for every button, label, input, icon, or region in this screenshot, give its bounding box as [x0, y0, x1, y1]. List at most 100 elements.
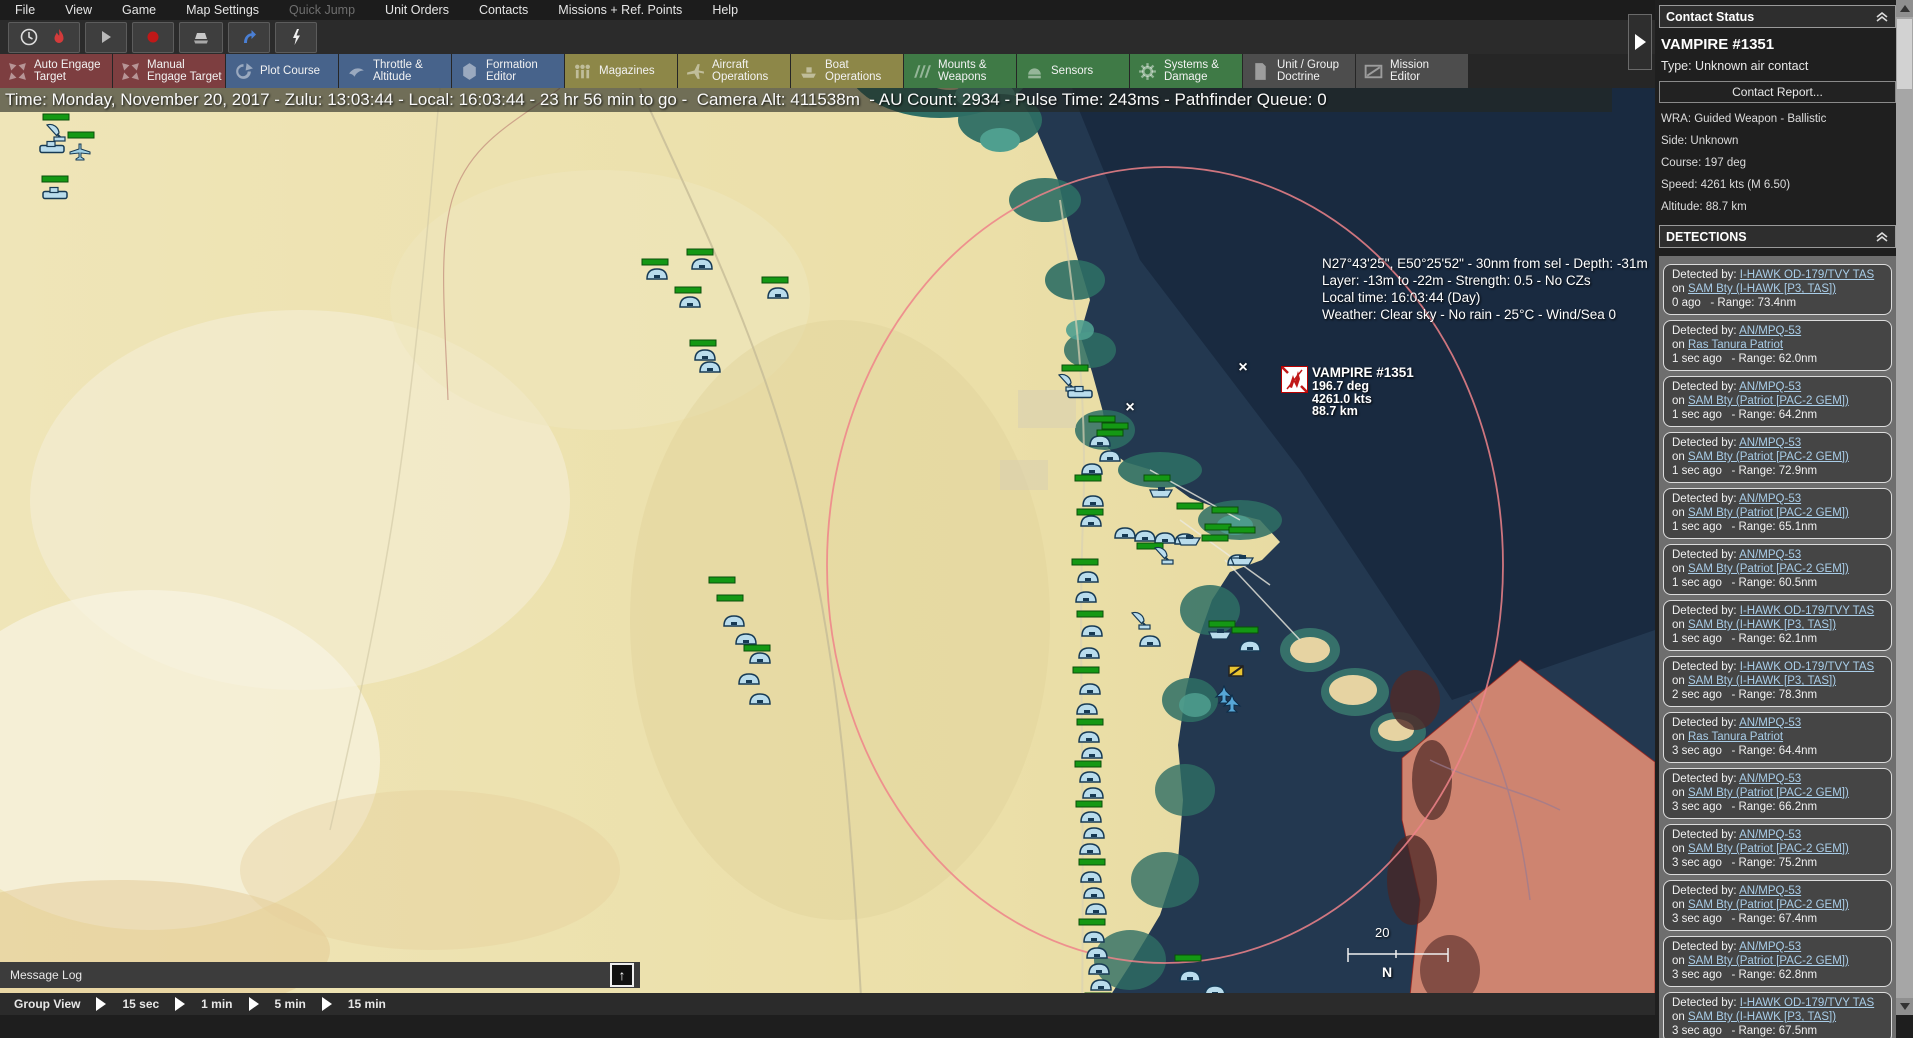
detection-card[interactable]: Detected by: I-HAWK OD-179/TVY TAS on SAM…: [1663, 600, 1892, 651]
facility-icon[interactable]: [1088, 961, 1110, 975]
time-control-5-min[interactable]: 5 min: [274, 997, 306, 1011]
unit-strength-bar[interactable]: [1088, 415, 1116, 423]
ribbon-button-sensors[interactable]: Sensors: [1017, 54, 1129, 88]
unit-strength-bar[interactable]: [41, 175, 69, 183]
facility-icon[interactable]: [767, 285, 789, 299]
ribbon-button-throttle-altitude[interactable]: Throttle & Altitude: [339, 54, 451, 88]
boat-icon[interactable]: [1208, 628, 1233, 640]
detection-card[interactable]: Detected by: AN/MPQ-53 on SAM Bty (Patrio…: [1663, 432, 1892, 483]
ribbon-button-mounts-weapons[interactable]: Mounts & Weapons: [904, 54, 1016, 88]
unit-strength-bar[interactable]: [1076, 508, 1104, 516]
facility-icon[interactable]: [1179, 968, 1201, 982]
ribbon-button-mission-editor[interactable]: Mission Editor: [1356, 54, 1468, 88]
unit-strength-bar[interactable]: [1208, 620, 1236, 628]
boat-icon[interactable]: [1149, 486, 1174, 498]
detector-link[interactable]: AN/MPQ-53: [1739, 493, 1802, 505]
unit-strength-bar[interactable]: [1231, 626, 1259, 634]
message-log-bar[interactable]: Message Log ↑: [0, 962, 640, 988]
unit-strength-bar[interactable]: [743, 644, 771, 652]
facility-icon[interactable]: [1078, 729, 1100, 743]
facility-icon[interactable]: [1139, 633, 1161, 647]
detecting-unit-link[interactable]: Ras Tanura Patriot: [1688, 339, 1784, 351]
facility-icon[interactable]: [749, 691, 771, 705]
radar-icon[interactable]: [45, 122, 67, 142]
detector-link[interactable]: AN/MPQ-53: [1739, 773, 1802, 785]
unit-strength-bar[interactable]: [1061, 364, 1089, 372]
unit-strength-bar[interactable]: [1174, 954, 1202, 962]
ribbon-button-magazines[interactable]: Magazines: [565, 54, 677, 88]
unit-strength-bar[interactable]: [708, 576, 736, 584]
detector-link[interactable]: I-HAWK OD-179/TVY TAS: [1739, 997, 1875, 1009]
facility-icon[interactable]: [735, 631, 757, 645]
vehicle-icon[interactable]: [42, 186, 68, 200]
toolbar-button-record[interactable]: [132, 21, 174, 53]
unit-strength-bar[interactable]: [1201, 534, 1229, 542]
unit-strength-bar[interactable]: [67, 131, 95, 139]
vampire-contact-label[interactable]: VAMPIRE #1351 196.7 deg 4261.0 kts 88.7 km: [1278, 363, 1414, 418]
scroll-down-button[interactable]: [1896, 998, 1913, 1015]
menu-item-game[interactable]: Game: [122, 3, 157, 17]
unit-strength-bar[interactable]: [1204, 523, 1232, 531]
menu-item-help[interactable]: Help: [712, 3, 739, 17]
unit-strength-bar[interactable]: [761, 276, 789, 284]
unit-strength-bar[interactable]: [1074, 760, 1102, 768]
unit-strength-bar[interactable]: [1072, 666, 1100, 674]
hazard-icon[interactable]: [1228, 665, 1244, 677]
menu-item-contacts[interactable]: Contacts: [478, 3, 529, 17]
toolbar-button-lightning[interactable]: [275, 21, 317, 53]
detection-card[interactable]: Detected by: I-HAWK OD-179/TVY TAS on SAM…: [1663, 992, 1892, 1038]
detecting-unit-link[interactable]: SAM Bty (Patriot [PAC-2 GEM]): [1688, 955, 1849, 967]
facility-icon[interactable]: [1083, 929, 1105, 943]
vehicle-icon[interactable]: [1067, 385, 1093, 399]
detections-header[interactable]: DETECTIONS: [1659, 225, 1896, 248]
facility-icon[interactable]: [749, 650, 771, 664]
contact-x-mark[interactable]: ×: [1125, 399, 1135, 416]
unit-strength-bar[interactable]: [674, 286, 702, 294]
menu-item-unit-orders[interactable]: Unit Orders: [385, 3, 449, 17]
facility-icon[interactable]: [1078, 645, 1100, 659]
facility-icon[interactable]: [1080, 869, 1102, 883]
facility-icon[interactable]: [1083, 825, 1105, 839]
facility-icon[interactable]: [1080, 809, 1102, 823]
ribbon-button-systems-damage[interactable]: Systems & Damage: [1130, 54, 1242, 88]
detection-card[interactable]: Detected by: AN/MPQ-53 on SAM Bty (Patrio…: [1663, 488, 1892, 539]
toolbar-button-ship[interactable]: [179, 21, 223, 53]
facility-icon[interactable]: [738, 671, 760, 685]
unit-strength-bar[interactable]: [1143, 474, 1171, 482]
detecting-unit-link[interactable]: SAM Bty (I-HAWK [P3, TAS]): [1688, 1011, 1837, 1023]
detector-link[interactable]: AN/MPQ-53: [1739, 437, 1802, 449]
time-control-15-sec[interactable]: 15 sec: [122, 997, 160, 1011]
detecting-unit-link[interactable]: SAM Bty (Patriot [PAC-2 GEM]): [1688, 451, 1849, 463]
radar-icon[interactable]: [1130, 610, 1152, 630]
detector-link[interactable]: AN/MPQ-53: [1739, 717, 1802, 729]
unit-strength-bar[interactable]: [1211, 506, 1239, 514]
facility-icon[interactable]: [1077, 569, 1099, 583]
unit-strength-bar[interactable]: [1078, 918, 1106, 926]
facility-icon[interactable]: [679, 294, 701, 308]
facility-icon[interactable]: [694, 347, 716, 361]
unit-strength-bar[interactable]: [1096, 429, 1124, 437]
detector-link[interactable]: AN/MPQ-53: [1739, 885, 1802, 897]
detection-card[interactable]: Detected by: AN/MPQ-53 on Ras Tanura Patr…: [1663, 320, 1892, 371]
time-control-1-min[interactable]: 1 min: [201, 997, 233, 1011]
facility-icon[interactable]: [1079, 841, 1101, 855]
ribbon-button-unit-group-doctrine[interactable]: Unit / Group Doctrine: [1243, 54, 1355, 88]
detector-link[interactable]: I-HAWK OD-179/TVY TAS: [1739, 661, 1875, 673]
detecting-unit-link[interactable]: SAM Bty (I-HAWK [P3, TAS]): [1688, 283, 1837, 295]
toolbar-button-play[interactable]: [85, 21, 127, 53]
unit-strength-bar[interactable]: [1176, 502, 1204, 510]
facility-icon[interactable]: [1081, 745, 1103, 759]
ribbon-button-plot-course[interactable]: Plot Course: [226, 54, 338, 88]
detector-link[interactable]: AN/MPQ-53: [1739, 325, 1802, 337]
facility-icon[interactable]: [1239, 638, 1261, 652]
radar-icon[interactable]: [1153, 545, 1175, 565]
facility-icon[interactable]: [1114, 525, 1136, 539]
unit-strength-bar[interactable]: [1075, 800, 1103, 808]
facility-icon[interactable]: [1090, 977, 1112, 991]
facility-icon[interactable]: [1079, 769, 1101, 783]
unit-strength-bar[interactable]: [1078, 858, 1106, 866]
detection-card[interactable]: Detected by: AN/MPQ-53 on Ras Tanura Patr…: [1663, 712, 1892, 763]
unit-strength-bar[interactable]: [1076, 610, 1104, 618]
unit-strength-bar[interactable]: [1076, 718, 1104, 726]
menu-item-map-settings[interactable]: Map Settings: [186, 3, 260, 17]
